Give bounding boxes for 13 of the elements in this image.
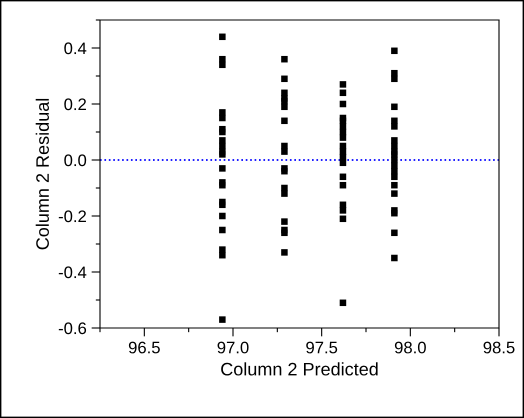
x-tick-label: 98.5	[484, 342, 515, 354]
x-tick-label: 97.5	[306, 342, 338, 354]
y-tick-label: -0.6	[58, 322, 86, 334]
y-tick-label: 0.0	[64, 154, 86, 166]
x-tick-label: 98.0	[394, 342, 426, 354]
x-axis-title: Column 2 Predicted	[221, 362, 378, 376]
x-tick-label: 96.5	[128, 342, 160, 354]
y-tick-label: -0.2	[58, 210, 86, 222]
y-axis-title: Column 2 Residual	[36, 98, 49, 250]
y-tick-label: 0.4	[64, 42, 86, 54]
y-tick-label: -0.4	[58, 266, 86, 278]
y-tick-label: 0.2	[64, 98, 86, 110]
x-tick-label: 97.0	[218, 342, 249, 354]
